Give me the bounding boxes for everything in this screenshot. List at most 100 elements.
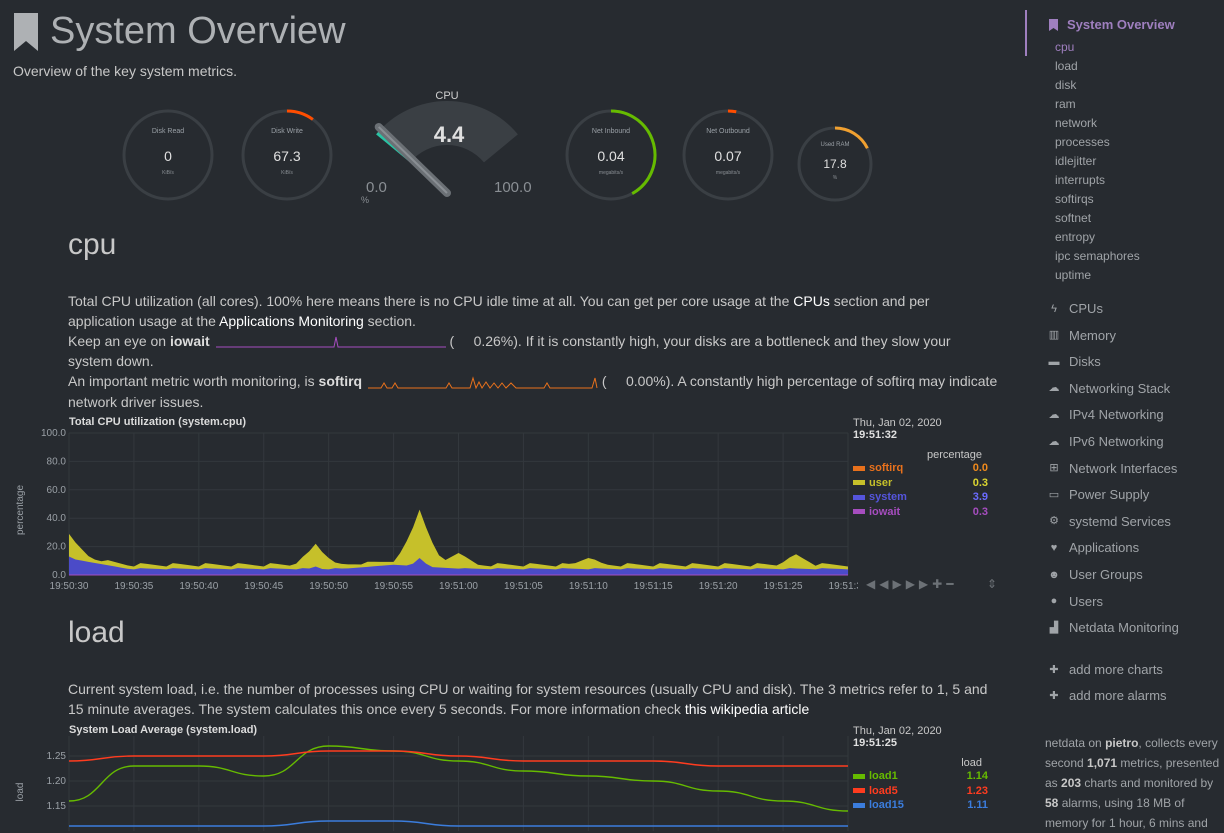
- hdd-icon: ▬: [1048, 355, 1060, 368]
- y-tick-label: 1.20: [47, 776, 67, 787]
- sidebar-item-ipv4-networking[interactable]: ☁ IPv4 Networking: [1047, 407, 1164, 422]
- sidebar-item-power-supply[interactable]: ▭ Power Supply: [1047, 487, 1149, 502]
- sidebar-item-systemd-services[interactable]: ⚙ systemd Services: [1047, 514, 1171, 529]
- pan-left-icon[interactable]: ◀◀: [866, 577, 893, 591]
- sidebar-subitem-ram[interactable]: ram: [1055, 97, 1076, 111]
- cloud-icon: ☁: [1048, 382, 1060, 395]
- legend-item-system[interactable]: system 3.9: [853, 490, 988, 505]
- add-more-alarms-button[interactable]: ✚ add more alarms: [1047, 688, 1167, 703]
- sidebar-item-ipv6-networking[interactable]: ☁ IPv6 Networking: [1047, 434, 1164, 449]
- sidebar-subitem-load[interactable]: load: [1055, 59, 1078, 73]
- sidebar-subitem-softnet[interactable]: softnet: [1055, 211, 1092, 225]
- gauge-cpu-max: 100.0: [494, 179, 532, 196]
- iowait-sparkline[interactable]: [214, 333, 446, 351]
- x-tick-label: 19:51:30: [829, 581, 858, 590]
- sidebar-subitem-uptime[interactable]: uptime: [1055, 268, 1092, 282]
- sidebar-item-system-overview[interactable]: System Overview: [1049, 17, 1175, 32]
- pan-right-icon[interactable]: ▶▶: [905, 577, 933, 591]
- legend-swatch: [853, 802, 865, 808]
- text: ). If it is constantly high, your disks …: [68, 333, 951, 370]
- alarms-count: 58: [1045, 796, 1059, 810]
- link-wikipedia[interactable]: this wikipedia article: [684, 701, 810, 717]
- sidebar-item-label: add more alarms: [1069, 688, 1167, 703]
- softirq-label: softirq: [318, 373, 363, 390]
- text: (: [449, 333, 455, 349]
- active-indicator: [1025, 10, 1027, 56]
- y-tick-label: 40.0: [47, 513, 67, 524]
- gauge-disk-write[interactable]: Disk Write 67.3 KiB/s: [240, 108, 334, 202]
- sidebar-item-users[interactable]: ● Users: [1047, 594, 1103, 609]
- cpu-chart-title: Total CPU utilization (system.cpu): [69, 416, 247, 428]
- x-tick-label: 19:50:50: [309, 581, 348, 590]
- legend-item-load5[interactable]: load5 1.23: [853, 784, 988, 799]
- gauge-used-ram[interactable]: Used RAM 17.8 %: [796, 125, 874, 203]
- legend-value: 3.9: [972, 491, 988, 504]
- legend-name: load5: [869, 784, 898, 797]
- gauge-fill: [834, 126, 869, 149]
- chart-controls[interactable]: ◀◀▶▶▶✚━ ⇕: [866, 577, 1001, 591]
- zoom-out-icon[interactable]: ━: [946, 577, 958, 591]
- y-tick-label: 0.0: [52, 570, 66, 581]
- sidebar-item-network-interfaces[interactable]: ⊞ Network Interfaces: [1047, 461, 1177, 476]
- sidebar-subitem-ipc-semaphores[interactable]: ipc semaphores: [1055, 249, 1140, 263]
- legend-item-user[interactable]: user 0.3: [853, 476, 988, 491]
- series-line-load1: [68, 745, 849, 812]
- legend-swatch: [853, 509, 865, 515]
- section-text-load: Current system load, i.e. the number of …: [68, 679, 998, 719]
- sidebar-subitem-cpu[interactable]: cpu: [1055, 40, 1075, 54]
- bar-chart-icon: ▟: [1049, 621, 1059, 634]
- legend-name: softirq: [869, 462, 904, 475]
- sidebar-subitem-idlejitter[interactable]: idlejitter: [1055, 154, 1097, 168]
- add-more-charts-button[interactable]: ✚ add more charts: [1047, 662, 1163, 677]
- charts-count: 203: [1061, 776, 1082, 790]
- gauge-label: Net Outbound: [706, 128, 750, 135]
- gauge-fill: [286, 109, 314, 121]
- sidebar-subitem-interrupts[interactable]: interrupts: [1055, 173, 1106, 187]
- gauge-cpu[interactable]: CPU 4.4 0.0 100.0 %: [352, 88, 542, 208]
- page-subtitle: Overview of the key system metrics.: [13, 63, 238, 79]
- play-icon[interactable]: ▶: [892, 577, 906, 591]
- sidebar-subitem-network[interactable]: network: [1055, 116, 1098, 130]
- legend-value: 0.0: [972, 462, 988, 475]
- softirq-sparkline[interactable]: [366, 374, 598, 392]
- load-chart[interactable]: 1.25 1.20 1.15 load: [8, 736, 858, 831]
- text: ). A constantly high percentage of softi…: [68, 373, 998, 410]
- legend-value: 0.3: [972, 476, 988, 489]
- sidebar-subitem-processes[interactable]: processes: [1055, 135, 1110, 149]
- text: metrics, presented as: [1045, 756, 1220, 790]
- sidebar-item-applications[interactable]: ♥ Applications: [1047, 540, 1139, 555]
- sidebar-item-label: Applications: [1069, 540, 1140, 556]
- plus-icon: ✚: [1049, 689, 1059, 702]
- link-applications-monitoring[interactable]: Applications Monitoring: [219, 313, 364, 329]
- sidebar-item-disks[interactable]: ▬ Disks: [1047, 354, 1101, 369]
- gauge-disk-read[interactable]: Disk Read 0 KiB/s: [121, 108, 215, 202]
- link-cpus[interactable]: CPUs: [793, 293, 830, 309]
- sidebar-subitem-softirqs[interactable]: softirqs: [1055, 192, 1094, 206]
- sidebar-item-cpus[interactable]: ϟ CPUs: [1047, 301, 1103, 316]
- users-icon: ☻: [1048, 568, 1060, 581]
- cpu-chart[interactable]: 100.0 80.0 60.0 40.0 20.0 0.019:50:30 19:50:35…: [8, 425, 858, 590]
- legend-name: load1: [869, 770, 898, 783]
- zoom-in-icon[interactable]: ✚: [932, 577, 947, 591]
- sidebar-item-memory[interactable]: ▥ Memory: [1047, 328, 1116, 343]
- legend-name: system: [869, 491, 907, 504]
- series-line-load15: [69, 820, 848, 827]
- plus-icon: ✚: [1049, 663, 1059, 676]
- gauge-net-inbound[interactable]: Net Inbound 0.04 megabits/s: [564, 108, 658, 202]
- sidebar-item-netdata-monitoring[interactable]: ▟ Netdata Monitoring: [1047, 620, 1179, 635]
- legend-item-iowait[interactable]: iowait 0.3: [853, 505, 988, 520]
- sidebar-subitem-entropy[interactable]: entropy: [1055, 230, 1096, 244]
- sidebar-subitem-disk[interactable]: disk: [1055, 78, 1077, 92]
- legend-swatch: [853, 465, 865, 471]
- sidebar-item-user-groups[interactable]: ☻ User Groups: [1047, 567, 1143, 582]
- sidebar-item-label: Disks: [1069, 354, 1101, 370]
- text: An important metric worth monitoring, is: [68, 373, 315, 390]
- legend-item-load15[interactable]: load15 1.11: [853, 798, 988, 813]
- resize-handle-icon[interactable]: ⇕: [986, 577, 1001, 591]
- gauge-track: [122, 109, 214, 201]
- legend-item-softirq[interactable]: softirq 0.0: [853, 461, 988, 476]
- gauge-net-outbound[interactable]: Net Outbound 0.07 megabits/s: [681, 108, 775, 202]
- legend-item-load1[interactable]: load1 1.14: [853, 769, 988, 784]
- sidebar-item-networking-stack[interactable]: ☁ Networking Stack: [1047, 381, 1171, 396]
- legend-swatch: [853, 773, 865, 779]
